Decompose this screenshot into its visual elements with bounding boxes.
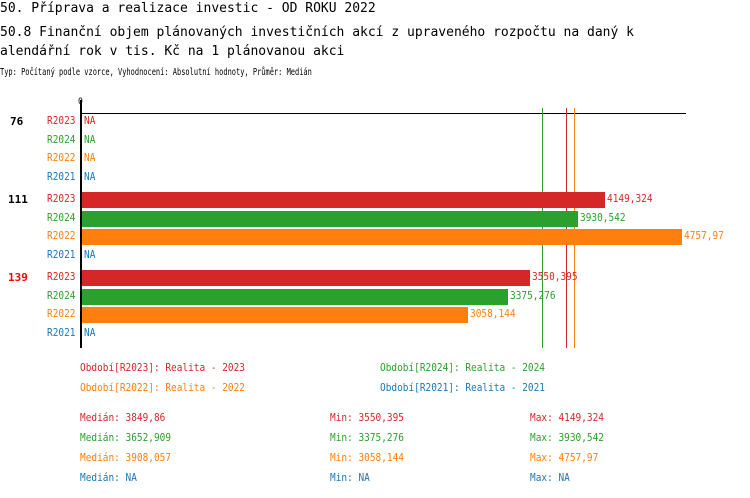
data-label: 3058,144 [469, 308, 516, 321]
data-label: 3930,542 [579, 211, 626, 224]
series-label: R2024 [47, 289, 76, 302]
legend-entry-R2023: Období[R2023]: Realita - 2023 [80, 362, 245, 374]
stat-median: Medián: 3652,909 [80, 432, 172, 444]
stat-max: Max: 3930,542 [530, 432, 604, 444]
data-label: NA [84, 152, 96, 165]
legend-entry-R2024: Období[R2024]: Realita - 2024 [380, 362, 545, 374]
bar [82, 288, 508, 305]
data-label: NA [84, 171, 96, 184]
data-label: 4149,324 [607, 193, 653, 205]
stat-median: Medián: 3908,057 [80, 452, 172, 464]
series-label: R2021 [47, 327, 76, 340]
data-label: NA [84, 327, 96, 340]
data-label: 3375,276 [509, 289, 556, 302]
series-label: R2022 [47, 308, 76, 321]
chart-subtitle-line-2: alendářní rok v tis. Kč na 1 plánovanou … [0, 44, 345, 59]
series-label: R2024 [47, 133, 76, 146]
data-label: NA [84, 115, 96, 127]
series-label: R2023 [47, 115, 76, 127]
data-label: NA [84, 133, 96, 146]
stat-max: Max: 4149,324 [530, 412, 604, 424]
group-label: 139 [8, 271, 28, 284]
series-label: R2023 [47, 271, 76, 283]
chart-info: Typ: Počítaný podle vzorce, Vyhodnocení:… [0, 67, 312, 78]
series-label: R2023 [47, 193, 76, 205]
stat-median: Medián: NA [80, 472, 137, 484]
chart-title: 50. Příprava a realizace investic - OD R… [0, 1, 376, 16]
legend-entry-R2022: Období[R2022]: Realita - 2022 [80, 382, 245, 394]
stat-max: Max: 4757,97 [530, 452, 599, 464]
stat-median: Medián: 3849,86 [80, 412, 166, 424]
stat-min: Min: 3058,144 [330, 452, 404, 464]
stat-min: Min: 3550,395 [330, 412, 404, 424]
x-axis-line [81, 113, 686, 114]
data-label: 3550,395 [531, 271, 578, 283]
median-line-R2023 [566, 108, 567, 348]
median-line-R2024 [542, 108, 543, 348]
stat-min: Min: NA [330, 472, 370, 484]
series-label: R2022 [47, 230, 76, 243]
bar [82, 192, 606, 208]
median-line-R2022 [574, 108, 575, 348]
series-label: R2021 [47, 171, 76, 184]
data-label: NA [84, 249, 96, 262]
y-axis-line [80, 100, 82, 348]
legend-entry-R2021: Období[R2021]: Realita - 2021 [380, 382, 545, 394]
stat-max: Max: NA [530, 472, 570, 484]
series-label: R2024 [47, 211, 76, 224]
bar [82, 307, 468, 324]
bar [82, 210, 578, 227]
bar [82, 229, 682, 246]
stat-min: Min: 3375,276 [330, 432, 404, 444]
group-label: 111 [8, 193, 28, 206]
bar [82, 270, 530, 286]
series-label: R2021 [47, 249, 76, 262]
group-label: 76 [10, 115, 24, 128]
chart-subtitle-line-1: 50.8 Finanční objem plánovaných investič… [0, 25, 634, 40]
data-label: 4757,97 [684, 230, 724, 243]
series-label: R2022 [47, 152, 76, 165]
